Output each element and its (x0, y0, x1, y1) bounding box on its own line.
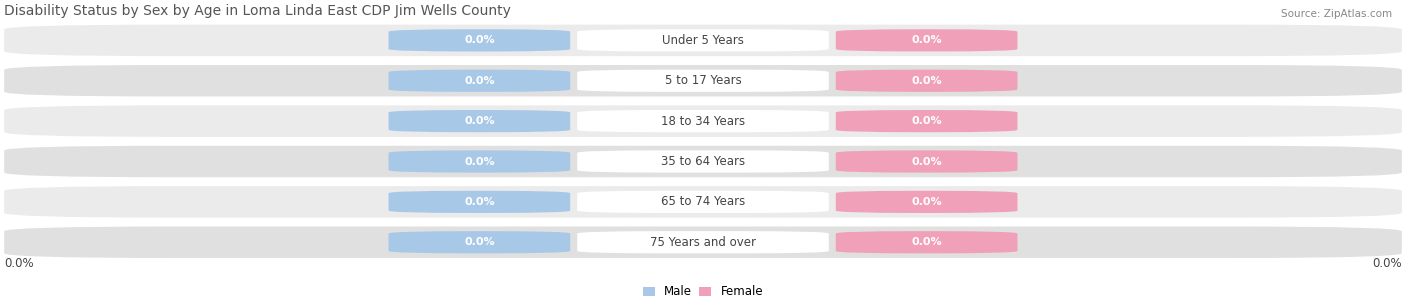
Text: 0.0%: 0.0% (464, 76, 495, 86)
FancyBboxPatch shape (578, 191, 828, 213)
Legend: Male, Female: Male, Female (638, 281, 768, 303)
Text: 5 to 17 Years: 5 to 17 Years (665, 74, 741, 87)
Text: 0.0%: 0.0% (4, 257, 34, 270)
FancyBboxPatch shape (4, 25, 1402, 56)
FancyBboxPatch shape (4, 227, 1402, 258)
Text: 0.0%: 0.0% (464, 156, 495, 167)
FancyBboxPatch shape (4, 146, 1402, 177)
Text: 0.0%: 0.0% (911, 197, 942, 207)
Text: 35 to 64 Years: 35 to 64 Years (661, 155, 745, 168)
FancyBboxPatch shape (4, 65, 1402, 96)
FancyBboxPatch shape (578, 70, 828, 92)
Text: 75 Years and over: 75 Years and over (650, 236, 756, 249)
FancyBboxPatch shape (388, 29, 571, 52)
Text: 0.0%: 0.0% (464, 35, 495, 45)
FancyBboxPatch shape (835, 110, 1018, 132)
FancyBboxPatch shape (388, 150, 571, 173)
Text: Under 5 Years: Under 5 Years (662, 34, 744, 47)
Text: 18 to 34 Years: 18 to 34 Years (661, 115, 745, 127)
FancyBboxPatch shape (4, 186, 1402, 218)
FancyBboxPatch shape (578, 150, 828, 173)
FancyBboxPatch shape (578, 231, 828, 253)
FancyBboxPatch shape (388, 70, 571, 92)
FancyBboxPatch shape (578, 29, 828, 52)
Text: Disability Status by Sex by Age in Loma Linda East CDP Jim Wells County: Disability Status by Sex by Age in Loma … (4, 4, 510, 18)
FancyBboxPatch shape (835, 231, 1018, 253)
Text: 0.0%: 0.0% (1372, 257, 1402, 270)
FancyBboxPatch shape (835, 150, 1018, 173)
FancyBboxPatch shape (388, 110, 571, 132)
FancyBboxPatch shape (578, 110, 828, 132)
Text: 0.0%: 0.0% (911, 156, 942, 167)
Text: 0.0%: 0.0% (911, 237, 942, 247)
FancyBboxPatch shape (835, 191, 1018, 213)
Text: Source: ZipAtlas.com: Source: ZipAtlas.com (1281, 9, 1392, 19)
FancyBboxPatch shape (388, 191, 571, 213)
Text: 0.0%: 0.0% (911, 76, 942, 86)
FancyBboxPatch shape (388, 231, 571, 253)
FancyBboxPatch shape (835, 29, 1018, 52)
Text: 65 to 74 Years: 65 to 74 Years (661, 196, 745, 208)
FancyBboxPatch shape (4, 106, 1402, 137)
Text: 0.0%: 0.0% (464, 237, 495, 247)
Text: 0.0%: 0.0% (911, 116, 942, 126)
Text: 0.0%: 0.0% (911, 35, 942, 45)
Text: 0.0%: 0.0% (464, 116, 495, 126)
FancyBboxPatch shape (835, 70, 1018, 92)
Text: 0.0%: 0.0% (464, 197, 495, 207)
